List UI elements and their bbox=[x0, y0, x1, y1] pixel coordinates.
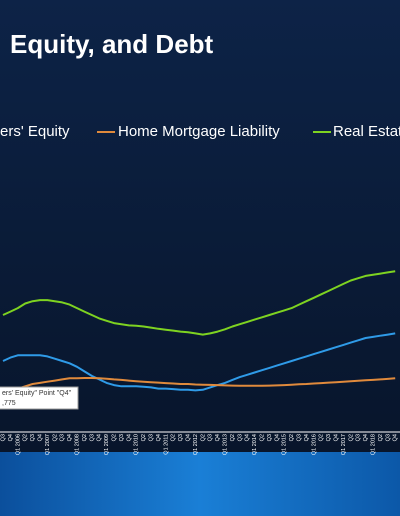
x-tick-label: Q1 2010 bbox=[134, 434, 140, 455]
x-tick-label: Q4 bbox=[363, 434, 369, 441]
x-tick-label: Q2 bbox=[348, 434, 354, 441]
x-tick-label: Q3 bbox=[89, 434, 95, 441]
x-tick-label: Q4 bbox=[245, 434, 251, 441]
x-tick-label: Q3 bbox=[30, 434, 36, 441]
x-tick-label: Q2 bbox=[230, 434, 236, 441]
chart-title: Equity, and Debt bbox=[10, 29, 214, 59]
legend-label: Real Estat bbox=[333, 123, 400, 140]
x-tick-label: Q4 bbox=[393, 434, 399, 441]
tooltip-line: ers' Equity" Point "Q4" bbox=[2, 390, 72, 397]
legend-label: Home Mortgage Liability bbox=[118, 123, 280, 140]
x-tick-label: Q1 2018 bbox=[370, 434, 376, 455]
x-tick-label: Q3 bbox=[385, 434, 391, 441]
x-tick-label: Q1 2011 bbox=[163, 434, 169, 455]
x-tick-label: Q3 bbox=[60, 434, 66, 441]
x-tick-label: Q3 bbox=[0, 434, 6, 441]
x-tick-label: Q4 bbox=[97, 434, 103, 441]
tooltip-line: ,775 bbox=[2, 400, 16, 407]
series-line bbox=[2, 270, 396, 336]
x-tick-label: Q1 2007 bbox=[45, 434, 51, 455]
x-tick-label: Q2 bbox=[111, 434, 117, 441]
x-tick-label: Q2 bbox=[23, 434, 29, 441]
x-tick-label: Q4 bbox=[126, 434, 132, 441]
footer-band bbox=[0, 452, 400, 516]
x-tick-label: Q2 bbox=[319, 434, 325, 441]
x-tick-label: Q2 bbox=[141, 434, 147, 441]
x-tick-label: Q2 bbox=[200, 434, 206, 441]
series-line bbox=[2, 332, 396, 392]
plot-area: Q3 Q4 Q1 2006 Q2 Q3 Q4 Q1 2007 Q2 Q3 Q4 Q1 2008 Q2 Q… bbox=[0, 123, 400, 455]
x-tick-label: Q2 bbox=[171, 434, 177, 441]
x-tick-label: Q1 2006 bbox=[15, 434, 21, 455]
x-tick-label: Q2 bbox=[52, 434, 58, 441]
x-tick-label: Q3 bbox=[208, 434, 214, 441]
legend-label: ers' Equity bbox=[0, 123, 70, 140]
x-tick-label: Q2 bbox=[378, 434, 384, 441]
x-tick-label: Q1 2016 bbox=[311, 434, 317, 455]
x-tick-label: Q1 2009 bbox=[104, 434, 110, 455]
x-tick-label: Q3 bbox=[326, 434, 332, 441]
x-tick-label: Q3 bbox=[237, 434, 243, 441]
x-tick-label: Q1 2017 bbox=[341, 434, 347, 455]
x-tick-label: Q4 bbox=[215, 434, 221, 441]
x-tick-label: Q4 bbox=[304, 434, 310, 441]
x-tick-label: Q2 bbox=[82, 434, 88, 441]
x-tick-label: Q1 2014 bbox=[252, 434, 258, 455]
x-tick-label: Q4 bbox=[333, 434, 339, 441]
x-tick-label: Q4 bbox=[274, 434, 280, 441]
x-tick-label: Q3 bbox=[148, 434, 154, 441]
x-tick-label: Q2 bbox=[289, 434, 295, 441]
x-tick-label: Q2 bbox=[259, 434, 265, 441]
series-line bbox=[2, 377, 396, 392]
x-tick-label: Q4 bbox=[156, 434, 162, 441]
x-tick-label: Q4 bbox=[185, 434, 191, 441]
tooltip: ers' Equity" Point "Q4" ,775 bbox=[0, 386, 79, 410]
x-tick-label: Q1 2013 bbox=[222, 434, 228, 455]
x-tick-label: Q3 bbox=[267, 434, 273, 441]
x-tick-label: Q3 bbox=[356, 434, 362, 441]
x-tick-label: Q4 bbox=[67, 434, 73, 441]
x-tick-label: Q1 2008 bbox=[74, 434, 80, 455]
x-tick-label: Q1 2015 bbox=[282, 434, 288, 455]
x-tick-label: Q1 2012 bbox=[193, 434, 199, 455]
x-tick-label: Q4 bbox=[37, 434, 43, 441]
x-tick-label: Q3 bbox=[178, 434, 184, 441]
x-tick-label: Q4 bbox=[8, 434, 14, 441]
x-tick-label: Q3 bbox=[119, 434, 125, 441]
x-tick-label: Q3 bbox=[296, 434, 302, 441]
tooltip-box bbox=[0, 386, 79, 410]
